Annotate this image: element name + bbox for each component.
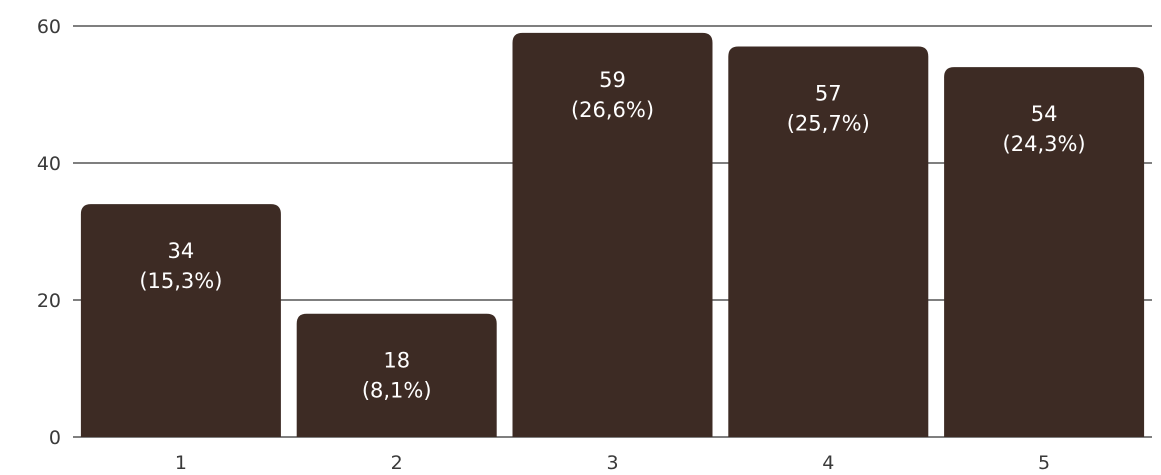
bar-percent-label: (8,1%) bbox=[362, 379, 432, 403]
bar-value-label: 54 bbox=[1031, 102, 1058, 126]
x-tick-label: 5 bbox=[1038, 452, 1050, 474]
bar-percent-label: (25,7%) bbox=[787, 112, 870, 136]
bar-4 bbox=[728, 46, 929, 438]
y-tick-label: 20 bbox=[37, 290, 61, 312]
bar-2 bbox=[296, 313, 497, 437]
y-tick-label: 0 bbox=[49, 427, 61, 449]
bar-percent-label: (26,6%) bbox=[571, 98, 654, 122]
y-tick-label: 40 bbox=[37, 153, 61, 175]
bar-1 bbox=[80, 204, 281, 437]
x-tick-label: 3 bbox=[606, 452, 618, 474]
bar-value-label: 34 bbox=[168, 239, 195, 263]
bar-labels: 34 (15,3%) 18 (8,1%) 59 (26,6%) 57 (25,7%) 54 (24… bbox=[139, 68, 1085, 403]
bar-percent-label: (15,3%) bbox=[139, 269, 222, 293]
bars bbox=[80, 32, 1145, 438]
y-tick-label: 60 bbox=[37, 16, 61, 38]
x-tick-label: 2 bbox=[391, 452, 403, 474]
y-axis-ticks: 0 20 40 60 bbox=[37, 16, 61, 449]
bar-value-label: 59 bbox=[599, 68, 626, 92]
bar-3 bbox=[512, 32, 713, 437]
bar-value-label: 18 bbox=[383, 349, 410, 373]
bar-value-label: 57 bbox=[815, 82, 842, 106]
x-tick-label: 1 bbox=[175, 452, 187, 474]
bar-5 bbox=[944, 67, 1145, 437]
bar-percent-label: (24,3%) bbox=[1003, 132, 1086, 156]
x-axis-ticks: 1 2 3 4 5 bbox=[175, 452, 1050, 474]
x-tick-label: 4 bbox=[822, 452, 834, 474]
